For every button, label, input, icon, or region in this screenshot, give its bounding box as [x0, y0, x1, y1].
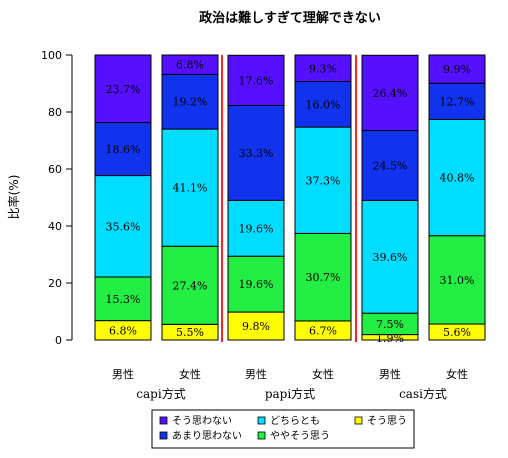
data-label: 6.7%: [309, 324, 337, 337]
y-tick-label: 80: [48, 106, 62, 119]
bar-segment: [428, 54, 486, 84]
legend-swatch: [354, 416, 363, 425]
plot-area: 0 20 40 60 80 100 6.8% 15.3% 35.6% 18.6% 23.7% 男性 5.…: [41, 49, 486, 401]
data-label: 7.5%: [376, 318, 404, 331]
category-label: 女性: [179, 367, 201, 381]
legend-swatch: [159, 431, 168, 440]
legend-swatch: [257, 416, 266, 425]
bar-segment: [161, 245, 219, 325]
legend-box: [151, 409, 415, 449]
bar-segment: [294, 232, 352, 322]
data-label: 39.6%: [373, 251, 408, 264]
bar-segment: [428, 82, 486, 120]
bar-segment: [294, 54, 352, 83]
bar-segment: [161, 73, 219, 130]
data-label: 41.1%: [173, 182, 208, 195]
data-label: 16.0%: [306, 98, 341, 111]
bar-segment: [161, 128, 219, 247]
data-label: 37.3%: [306, 174, 341, 187]
data-label: 30.7%: [306, 271, 341, 284]
bar-segment: [227, 255, 285, 313]
legend-label: あまり思わない: [172, 430, 242, 442]
data-label: 26.4%: [373, 87, 408, 100]
data-label: 1.9%: [376, 332, 404, 345]
data-label: 18.6%: [106, 143, 141, 156]
data-label: 5.6%: [443, 326, 471, 339]
bar-segment: [94, 122, 152, 177]
data-label: 31.0%: [440, 274, 475, 287]
group-label: papi方式: [265, 386, 315, 401]
data-label: 9.8%: [242, 320, 270, 333]
legend-swatch: [257, 431, 266, 440]
legend-label: そう思わない: [172, 415, 232, 427]
category-label: 女性: [446, 367, 468, 381]
legend-label: ややそう思う: [270, 430, 330, 442]
data-label: 19.6%: [239, 222, 274, 235]
legend-label: どちらとも: [270, 415, 320, 427]
y-tick-label: 20: [48, 277, 62, 290]
data-label: 40.8%: [440, 172, 475, 185]
bar-segment: [294, 126, 352, 234]
category-label: 男性: [245, 367, 267, 381]
bar-segment: [94, 54, 152, 124]
bar-segment: [227, 104, 285, 201]
category-label: 男性: [379, 367, 401, 381]
data-label: 33.3%: [239, 147, 274, 160]
y-tick-label: 40: [48, 220, 62, 233]
category-label: 女性: [312, 367, 334, 381]
data-label: 35.6%: [106, 220, 141, 233]
bar-segment: [227, 54, 285, 106]
data-label: 5.5%: [176, 326, 204, 339]
data-label: 17.6%: [239, 74, 274, 87]
legend-swatch: [159, 416, 168, 425]
bar-segment: [428, 235, 486, 325]
chart-title: 政治は難しすぎて理解できない: [199, 10, 381, 26]
bar-segment: [227, 199, 285, 257]
bar-segment: [94, 175, 152, 278]
bar-segment: [361, 199, 419, 314]
data-label: 6.8%: [109, 324, 137, 337]
data-label: 9.9%: [443, 63, 471, 76]
data-label: 12.7%: [440, 95, 475, 108]
data-label: 15.3%: [106, 293, 141, 306]
bar-segment: [428, 118, 486, 237]
y-axis-label: 比率(%): [6, 175, 21, 220]
data-label: 6.8%: [176, 59, 204, 72]
y-tick-label: 0: [55, 334, 62, 347]
bar-segment: [361, 130, 419, 201]
data-label: 27.4%: [173, 279, 208, 292]
data-label: 9.3%: [309, 62, 337, 75]
legend-label: そう思う: [367, 415, 407, 427]
data-label: 24.5%: [373, 159, 408, 172]
group-label: capi方式: [136, 386, 185, 401]
y-tick-label: 100: [41, 49, 62, 62]
bar-segment: [361, 54, 419, 132]
data-label: 19.2%: [173, 96, 208, 109]
y-tick-label: 60: [48, 163, 62, 176]
bar-segment: [161, 54, 219, 75]
group-label: casi方式: [399, 386, 447, 401]
data-label: 19.6%: [239, 278, 274, 291]
bar-segment: [227, 311, 285, 341]
category-label: 男性: [112, 367, 134, 381]
data-label: 23.7%: [106, 83, 141, 96]
